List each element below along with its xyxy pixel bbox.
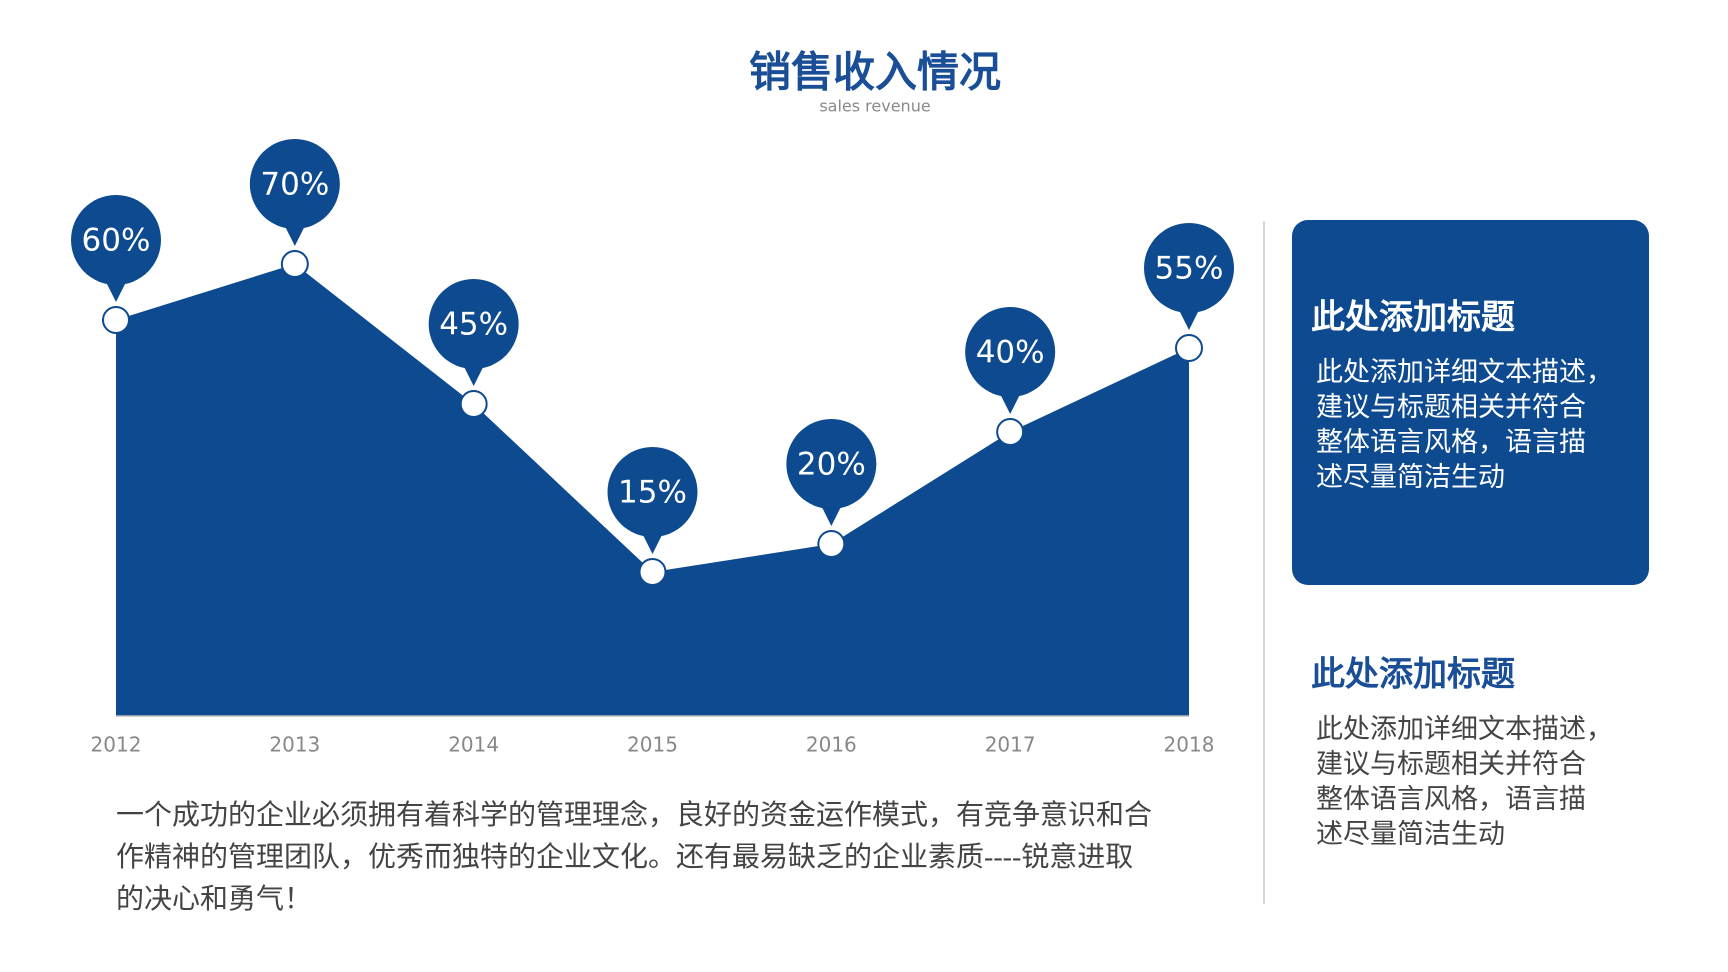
- card-text: 建议与标题相关并符合: [1316, 392, 1586, 422]
- card-text: 述尽量简洁生动: [1316, 462, 1505, 492]
- bubble: [786, 419, 877, 509]
- subtitle: sales revenue: [819, 97, 930, 116]
- value-label: 60%: [82, 223, 151, 259]
- point: [996, 418, 1025, 446]
- area: [116, 264, 1189, 716]
- card-title: 此处添加标题: [1311, 655, 1515, 695]
- paragraph-line: 的决心和勇气！: [116, 884, 313, 915]
- point: [817, 530, 846, 558]
- paragraph: 一个成功的企业必须拥有着科学的管理理念，良好的资金运作模式，有竞争意识和合 作精神…: [116, 795, 1152, 921]
- point: [102, 306, 130, 334]
- value-label: 70%: [260, 167, 329, 203]
- x-tick-label: 2014: [448, 733, 499, 757]
- title: 销售收入情况: [749, 48, 1001, 97]
- card-box: [1292, 220, 1649, 585]
- point: [280, 250, 309, 278]
- card-text: 述尽量简洁生动: [1316, 819, 1505, 849]
- bubble: [71, 195, 161, 285]
- point: [1175, 334, 1203, 362]
- cards: 此处添加标题此处添加详细文本描述，建议与标题相关并符合整体语言风格，语言描述尽量…: [1311, 298, 1613, 850]
- card-text: 此处添加详细文本描述，: [1316, 714, 1613, 744]
- card-text: 建议与标题相关并符合: [1316, 749, 1586, 779]
- point: [459, 390, 488, 418]
- x-tick-label: 2012: [91, 733, 142, 757]
- x-tick-label: 2015: [627, 733, 678, 757]
- bubble: [965, 307, 1056, 397]
- bubble: [428, 279, 519, 369]
- point: [638, 558, 667, 586]
- bubble: [607, 447, 698, 537]
- x-tick-label: 2018: [1164, 733, 1215, 757]
- card-text: 整体语言风格，语言描: [1316, 784, 1586, 814]
- bubble: [1144, 223, 1234, 313]
- x-tick-label: 2013: [269, 733, 320, 757]
- value-label: 55%: [1155, 251, 1224, 287]
- x-tick-label: 2016: [806, 733, 857, 757]
- card-text: 此处添加详细文本描述，: [1316, 357, 1613, 387]
- value-label: 15%: [618, 475, 687, 511]
- card-text: 整体语言风格，语言描: [1316, 427, 1586, 457]
- value-label: 40%: [976, 335, 1045, 371]
- paragraph-line: 作精神的管理团队，优秀而独特的企业文化。还有最易缺乏的企业素质----锐意进取: [116, 842, 1134, 873]
- card-title: 此处添加标题: [1311, 298, 1515, 338]
- value-label: 45%: [439, 307, 508, 343]
- paragraph-line: 一个成功的企业必须拥有着科学的管理理念，良好的资金运作模式，有竞争意识和合: [116, 800, 1153, 831]
- x-tick-label: 2017: [985, 733, 1036, 757]
- bubble: [249, 139, 340, 229]
- value-label: 20%: [797, 447, 866, 483]
